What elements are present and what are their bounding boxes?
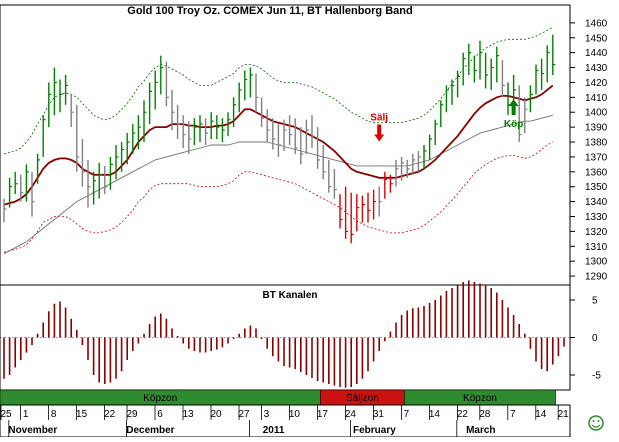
price-y-tick-label: 1300 <box>585 257 608 268</box>
indicator-chart-title: BT Kanalen <box>262 290 317 301</box>
price-y-tick-label: 1410 <box>585 93 608 104</box>
sell-arrow-icon <box>374 124 385 142</box>
date-tick-label: 14 <box>429 409 441 420</box>
price-y-tick-label: 1420 <box>585 78 608 89</box>
price-y-tick-label: 1290 <box>585 272 608 283</box>
date-axis-frame <box>0 404 571 438</box>
fast-average-line <box>3 84 554 206</box>
zone-label: Köpzon <box>463 393 497 404</box>
indicator-plot <box>0 280 571 391</box>
date-tick-label: 8 <box>51 409 57 420</box>
month-label: March <box>466 425 495 436</box>
zone-bar: Köpzon Säljzon Köpzon <box>0 389 556 406</box>
date-tick-label: 22 <box>104 409 116 420</box>
date-tick-label: 29 <box>126 409 138 420</box>
indicator-y-tick-label: -5 <box>592 371 601 382</box>
date-tick-label: 6 <box>157 409 163 420</box>
price-plot: Sälj Köp <box>0 4 571 286</box>
date-tick-label: 7 <box>404 409 410 420</box>
zone-label: Säljzon <box>346 393 379 404</box>
price-y-tick-label: 1390 <box>585 123 608 134</box>
price-y-tick-label: 1340 <box>585 197 608 208</box>
main-chart-title: Gold 100 Troy Oz. COMEX Jun 11, BT Halle… <box>127 5 412 17</box>
buy-arrow-icon <box>508 99 519 116</box>
date-tick-label: 3 <box>264 409 270 420</box>
month-label: 2011 <box>263 425 285 436</box>
sell-signal-label: Sälj <box>370 112 388 123</box>
price-y-tick-label: 1450 <box>585 33 608 44</box>
smiley-icon <box>588 415 604 431</box>
date-tick-label: 17 <box>317 409 329 420</box>
date-tick-label: 31 <box>373 409 385 420</box>
date-tick-label: 15 <box>76 409 88 420</box>
buy-signal-label: Köp <box>504 119 523 130</box>
date-tick-label: 27 <box>238 409 250 420</box>
date-tick-label: 13 <box>182 409 194 420</box>
date-tick-label: 22 <box>457 409 469 420</box>
indicator-y-tick-label: 0 <box>592 333 598 344</box>
date-tick-label: 24 <box>345 409 357 420</box>
price-y-tick-label: 1400 <box>585 108 608 119</box>
date-tick-label: 21 <box>558 409 570 420</box>
date-tick-label: 1 <box>23 409 29 420</box>
zone-label: Köpzon <box>143 393 177 404</box>
upper-band-line <box>3 26 553 155</box>
price-y-tick-label: 1460 <box>585 18 608 29</box>
month-label: February <box>353 425 396 436</box>
price-y-tick-label: 1370 <box>585 152 608 163</box>
price-y-axis: 1290 1300 1310 1320 1330 1340 1350 1360 1370 1380… <box>570 18 608 283</box>
price-y-tick-label: 1380 <box>585 138 608 149</box>
price-y-tick-label: 1330 <box>585 212 608 223</box>
month-label: November <box>8 425 57 436</box>
indicator-y-tick-label: 5 <box>592 296 598 307</box>
price-y-tick-label: 1360 <box>585 167 608 178</box>
price-y-tick-label: 1440 <box>585 48 608 59</box>
price-y-tick-label: 1310 <box>585 242 608 253</box>
date-tick-label: 14 <box>535 409 547 420</box>
date-tick-label: 28 <box>479 409 491 420</box>
date-tick-label: 7 <box>510 409 516 420</box>
month-label: December <box>126 425 174 436</box>
date-tick-label: 25 <box>0 409 12 420</box>
indicator-y-axis: 5 0 -5 <box>570 296 601 382</box>
price-y-tick-label: 1320 <box>585 227 608 238</box>
price-y-tick-label: 1430 <box>585 63 608 74</box>
date-x-axis: 25 1 8 15 22 29 6 13 20 27 3 10 17 24 31 7 14 22 28 7 14 21 No… <box>0 404 571 438</box>
date-tick-label: 20 <box>210 409 222 420</box>
price-y-tick-label: 1350 <box>585 182 608 193</box>
date-tick-label: 10 <box>289 409 301 420</box>
